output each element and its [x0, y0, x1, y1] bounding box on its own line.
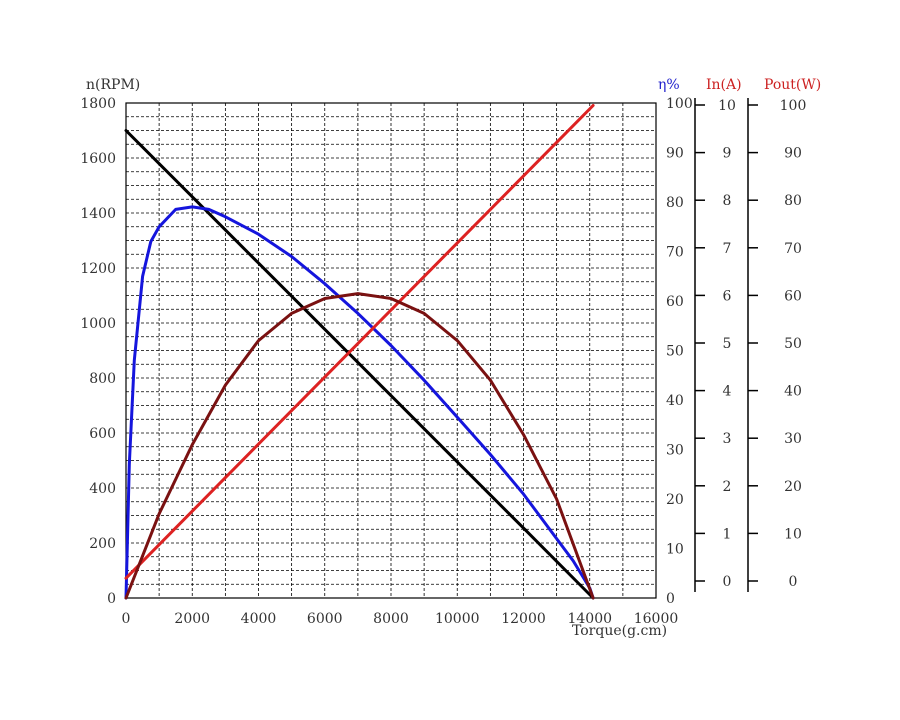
x-tick-label: 6000: [307, 611, 343, 627]
y-tick-label-power: 0: [789, 574, 798, 590]
current-curve: [124, 104, 595, 580]
y-tick-label-rpm: 1000: [80, 316, 116, 332]
y-tick-label-rpm: 1800: [80, 96, 116, 112]
x-tick-label: 10000: [435, 611, 480, 627]
y-tick-label-efficiency: 30: [666, 443, 684, 459]
y-tick-label-rpm: 1600: [80, 151, 116, 167]
axes-layer: 0 2000 4000 6000 8000 10000 12000 14000 16000020…: [80, 96, 806, 627]
y-tick-label-power: 60: [784, 288, 802, 304]
y-tick-label-power: 20: [784, 479, 802, 495]
y-axis-label-power: Pout(W): [764, 77, 821, 93]
y-tick-label-current: 1: [723, 526, 732, 542]
y-tick-label-efficiency: 60: [666, 294, 684, 310]
grid: [126, 103, 656, 598]
y-tick-label-power: 90: [784, 146, 802, 162]
y-tick-label-efficiency: 10: [666, 542, 684, 558]
y-tick-label-efficiency: 50: [666, 344, 684, 360]
y-tick-label-efficiency: 20: [666, 492, 684, 508]
y-tick-label-power: 50: [784, 336, 802, 352]
x-tick-label: 0: [122, 611, 131, 627]
series-layer: [124, 104, 595, 600]
y-tick-label-efficiency: 80: [666, 195, 684, 211]
y-axis-label-current: In(A): [706, 77, 742, 93]
y-axis-label-efficiency: η%: [658, 77, 680, 93]
y-tick-label-efficiency: 100: [666, 96, 693, 112]
y-tick-label-power: 70: [784, 241, 802, 257]
y-tick-label-efficiency: 40: [666, 393, 684, 409]
x-tick-label: 2000: [174, 611, 210, 627]
y-tick-label-efficiency: 90: [666, 146, 684, 162]
y-tick-label-power: 30: [784, 431, 802, 447]
efficiency-curve: [124, 205, 595, 600]
y-tick-label-rpm: 600: [89, 426, 116, 442]
y-tick-label-rpm: 1200: [80, 261, 116, 277]
y-tick-label-current: 0: [723, 574, 732, 590]
y-tick-label-power: 100: [780, 98, 807, 114]
y-tick-label-current: 3: [723, 431, 732, 447]
y-tick-label-rpm: 0: [107, 591, 116, 607]
y-tick-label-current: 5: [723, 336, 732, 352]
y-tick-label-current: 4: [723, 384, 732, 400]
x-tick-label: 8000: [373, 611, 409, 627]
y-axis-label-rpm: n(RPM): [86, 77, 140, 93]
plot-frame: [125, 102, 657, 599]
y-tick-label-power: 80: [784, 193, 802, 209]
x-tick-label: 16000: [634, 611, 679, 627]
y-tick-label-current: 8: [723, 193, 732, 209]
y-tick-label-power: 40: [784, 384, 802, 400]
x-axis-label: Torque(g.cm): [572, 623, 667, 639]
y-tick-label-efficiency: 0: [666, 591, 675, 607]
y-tick-label-current: 9: [723, 146, 732, 162]
y-tick-label-rpm: 400: [89, 481, 116, 497]
y-tick-label-current: 10: [718, 98, 736, 114]
y-tick-label-power: 10: [784, 526, 802, 542]
power-curve: [124, 292, 595, 600]
y-tick-label-rpm: 200: [89, 536, 116, 552]
y-tick-label-rpm: 800: [89, 371, 116, 387]
y-tick-label-current: 7: [723, 241, 732, 257]
x-tick-label: 4000: [241, 611, 277, 627]
y-tick-label-current: 6: [723, 288, 732, 304]
x-tick-label: 14000: [567, 611, 612, 627]
x-tick-label: 12000: [501, 611, 546, 627]
y-tick-label-current: 2: [723, 479, 732, 495]
y-tick-label-efficiency: 70: [666, 245, 684, 261]
y-tick-label-rpm: 1400: [80, 206, 116, 222]
